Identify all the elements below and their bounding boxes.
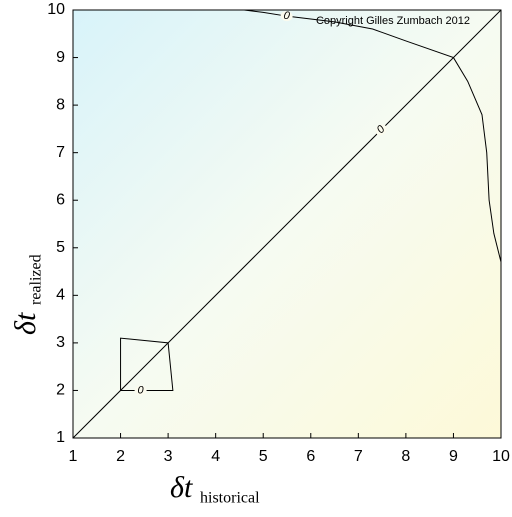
x-tick-label: 2: [116, 448, 125, 465]
x-tick-label: 3: [164, 448, 173, 465]
x-tick-label: 6: [306, 448, 315, 465]
y-tick-label: 7: [56, 144, 65, 161]
x-label-sub: historical: [200, 490, 260, 507]
y-tick-label: 6: [56, 191, 65, 208]
y-tick-label: 4: [56, 287, 65, 304]
contour-label: 0: [138, 384, 145, 396]
y-label: δt realized: [9, 254, 45, 335]
contour-label-bg: [375, 124, 387, 136]
y-tick-label: 9: [56, 49, 65, 66]
y-tick-label: 10: [47, 1, 65, 18]
y-label-sub: realized: [28, 254, 45, 305]
x-tick-label: 4: [211, 448, 220, 465]
y-tick-label: 5: [56, 239, 65, 256]
x-label-main: δt: [170, 471, 193, 504]
x-label: δt historical: [170, 471, 260, 507]
y-tick-label: 2: [56, 382, 65, 399]
y-label-main: δt: [9, 312, 42, 335]
x-tick-label: 1: [69, 448, 78, 465]
y-tick-label: 3: [56, 334, 65, 351]
contour-line: [72, 9, 502, 439]
contour-label-bg: [134, 385, 147, 396]
x-tick-label: 10: [492, 448, 510, 465]
y-tick-label: 8: [56, 96, 65, 113]
contour-label-bg: [280, 11, 293, 22]
contour-label: 0: [283, 10, 292, 23]
x-tick-label: 9: [449, 448, 458, 465]
x-tick-label: 8: [401, 448, 410, 465]
chart-title: Copyright Gilles Zumbach 2012: [316, 15, 470, 27]
y-tick-label: 1: [56, 429, 65, 446]
x-tick-label: 5: [259, 448, 268, 465]
contour-line: [120, 337, 174, 391]
x-tick-label: 7: [354, 448, 363, 465]
